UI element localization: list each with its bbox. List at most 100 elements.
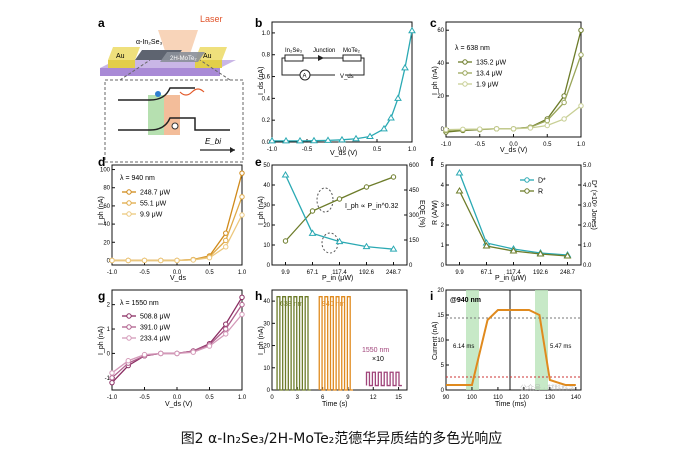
x-tick-label: 117.4 [506, 270, 521, 276]
photon-icon [179, 88, 205, 96]
y-tick-label: 50 [263, 163, 270, 169]
y-tick-label-right: 2.0 [583, 223, 592, 229]
y-tick-label: -1 [105, 376, 111, 382]
legend-marker [126, 189, 132, 195]
series-0-line [112, 173, 243, 262]
y-axis-label-left: R (A/W) [432, 200, 439, 225]
pulse-train-0 [276, 296, 311, 391]
legend-label: 9.9 μW [140, 212, 163, 219]
panel-i: i Current (nA) Time (ms) @940 nm 6.14 ms… [430, 288, 582, 408]
y-tick-label: 0.6 [262, 75, 271, 81]
panel-d: d I_ph (nA) V_ds λ = 940 nm 248.7 μW 55.1… [98, 155, 247, 282]
y-tick-label-right: 5.0 [583, 163, 592, 169]
series-2-point [206, 343, 213, 349]
x-axis-label: V_ds [170, 275, 186, 282]
y-tick-label-right: 150 [409, 238, 420, 244]
legend-marker [462, 70, 468, 76]
legend-marker [462, 59, 468, 65]
eqe-point [389, 245, 398, 252]
laser-label: Laser [200, 14, 223, 24]
y-axis-label-left: I_ph (nA) [258, 196, 265, 225]
electrode-left-label: Au [116, 53, 125, 60]
series-2-point [141, 257, 148, 264]
y-tick-label: 15 [437, 313, 444, 319]
x-tick-label: 248.7 [386, 270, 402, 276]
series-1-point [223, 326, 229, 332]
y-tick-label-right: 300 [409, 213, 420, 219]
series-2-point [190, 257, 196, 263]
x-tick-label: -1.0 [267, 147, 278, 153]
iv-curve-point [408, 26, 416, 34]
resp-point [563, 252, 572, 259]
panel-g: g I_ph (nA) V_ds (V) λ = 1550 nm 508.8 μ… [98, 289, 247, 408]
dstar-line [458, 172, 568, 256]
ammeter-label: A [303, 74, 307, 80]
y-tick-label: 0 [441, 127, 445, 133]
iv-curve-point [394, 94, 402, 101]
x-tick-label: 0.0 [509, 142, 518, 148]
series-1-point [544, 117, 550, 124]
x-tick-label: 1.0 [408, 147, 417, 153]
legend-label: D* [538, 178, 546, 185]
x-tick-label: 9.9 [281, 270, 290, 276]
resp-point [455, 187, 464, 194]
watermark: 公众号 · 材料科学 [520, 383, 575, 392]
series-2-point [109, 257, 115, 264]
x-tick-label: 6 [321, 395, 325, 401]
label-1550: 1550 nm [362, 347, 389, 354]
series-0-line [111, 296, 243, 384]
y-tick-label: 40 [437, 61, 444, 67]
series-2-point [174, 257, 180, 264]
series-2-point [223, 244, 229, 250]
x-tick-label: 248.7 [560, 270, 576, 276]
x-tick-label: 110 [493, 395, 503, 401]
iv-curve-point [366, 132, 374, 140]
guide-ellipse-lower [321, 232, 339, 254]
circuit-right: MoTe₂ [343, 48, 361, 54]
y-tick-label: 0 [441, 388, 445, 394]
circuit-inset: In₂Se₃ Junction MoTe₂ A V_ds [281, 48, 365, 81]
substrate [100, 68, 220, 76]
series-2-point [125, 257, 131, 264]
x-tick-label: 0 [270, 395, 274, 401]
legend-title: λ = 940 nm [120, 175, 155, 182]
x-tick-label: 12 [370, 395, 377, 401]
series-1-point [578, 52, 584, 58]
x-axis-label: P_in (μW) [322, 275, 353, 282]
x-tick-label: 90 [443, 395, 450, 401]
x-tick-label: -0.5 [139, 395, 150, 401]
x-tick-label: 0.5 [205, 270, 214, 276]
y-tick-label: 60 [103, 204, 110, 210]
electron-icon [155, 91, 161, 97]
resp-point [509, 247, 518, 254]
y-tick-label: 10 [437, 338, 444, 344]
pulse-train-1 [318, 296, 353, 391]
series-2-point [510, 126, 517, 132]
y-tick-label: 0 [107, 351, 111, 357]
x-axis-label: V_ds (V) [165, 401, 192, 408]
x-tick-label: 67.1 [481, 270, 493, 276]
eqe-point [281, 171, 290, 178]
eqe-point [308, 229, 317, 236]
hole-icon [171, 122, 179, 130]
series-1-line [445, 54, 582, 132]
y-tick-label: 100 [100, 168, 111, 174]
x-tick-label: 192.6 [533, 270, 549, 276]
x-tick-label: -0.5 [139, 270, 150, 276]
x-tick-label: 130 [545, 395, 556, 401]
y-tick-label: 5 [441, 363, 445, 369]
y-tick-label: 1 [107, 327, 111, 333]
rise-time: 6.14 ms [453, 344, 474, 350]
x-axis-label: V_ds (V) [500, 147, 527, 154]
zoom-line-right [199, 59, 231, 81]
legend-marker [126, 313, 132, 319]
material-in2se3-label: α-In₂Se₃ [136, 39, 162, 46]
legend-label: 13.4 μW [476, 71, 503, 78]
source-label: V_ds [340, 74, 354, 80]
y-tick-label: 20 [263, 344, 270, 350]
panel-letter: i [430, 289, 433, 303]
legend-label: 508.8 μW [140, 314, 170, 321]
series-2-point [158, 350, 164, 357]
y-tick-label-right: 3.0 [583, 203, 592, 209]
series-2-point [477, 126, 483, 132]
